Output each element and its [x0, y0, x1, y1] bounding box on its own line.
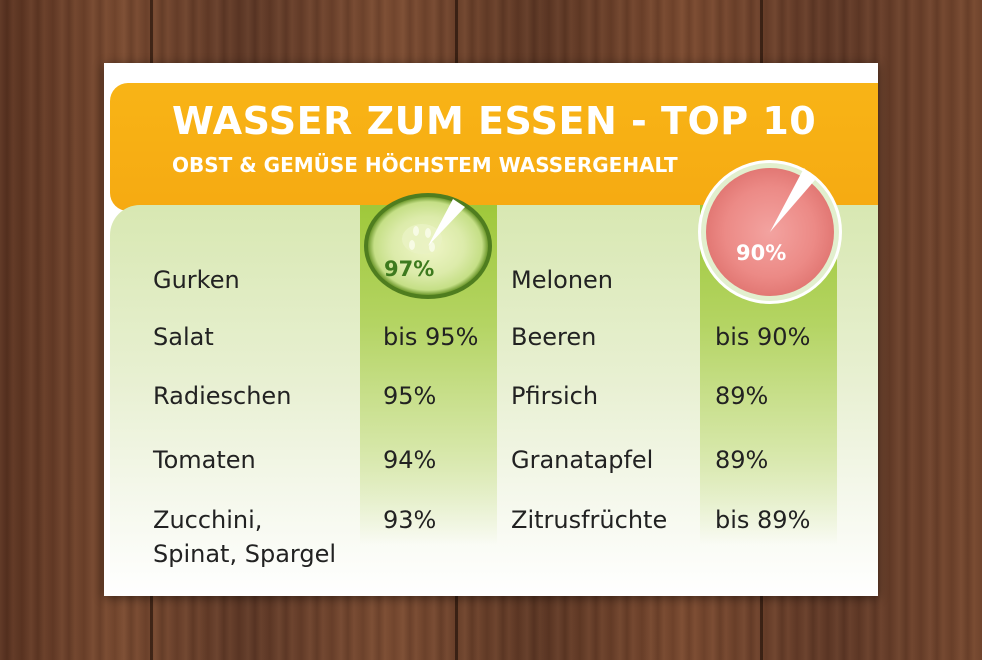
left-item-value-3: 95% [383, 382, 437, 410]
left-item-name-1: Gurken [153, 266, 240, 294]
infographic-card: WASSER ZUM ESSEN - TOP 10 OBST & GEMÜSE … [104, 63, 878, 596]
left-item-name-4: Tomaten [153, 446, 256, 474]
melon-percentage: 90% [736, 241, 787, 265]
page-title: WASSER ZUM ESSEN - TOP 10 [172, 99, 817, 143]
left-item-name-2: Salat [153, 323, 214, 351]
right-item-name-2: Beeren [511, 323, 597, 351]
left-item-name-3: Radieschen [153, 382, 292, 410]
right-item-value-3: 89% [715, 382, 769, 410]
right-item-value-4: 89% [715, 446, 769, 474]
left-item-value-5: 93% [383, 506, 437, 534]
left-item-name-5: Zucchini, [153, 506, 263, 534]
left-item-value-4: 94% [383, 446, 437, 474]
page-subtitle: OBST & GEMÜSE HÖCHSTEM WASSERGEHALT [172, 153, 678, 177]
right-item-name-4: Granatapfel [511, 446, 654, 474]
right-item-name-1: Melonen [511, 266, 614, 294]
right-item-name-3: Pfirsich [511, 382, 599, 410]
right-item-name-5: Zitrusfrüchte [511, 506, 668, 534]
left-item-value-2: bis 95% [383, 323, 479, 351]
cucumber-percentage: 97% [384, 257, 435, 281]
right-item-value-2: bis 90% [715, 323, 811, 351]
left-item-name-5-line2: Spinat, Spargel [153, 540, 337, 568]
right-item-value-5: bis 89% [715, 506, 811, 534]
watermelon-slice-icon [698, 160, 842, 304]
cucumber-slice-icon [364, 193, 492, 299]
